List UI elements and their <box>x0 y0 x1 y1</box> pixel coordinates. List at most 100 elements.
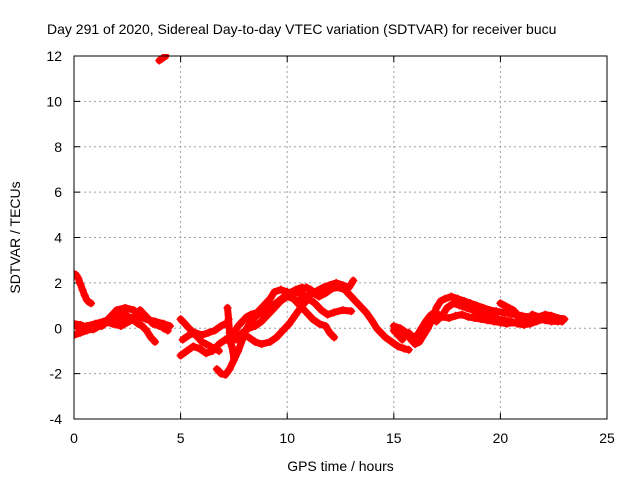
x-tick-label: 5 <box>177 430 185 446</box>
data-point <box>197 337 206 346</box>
data-point <box>338 306 347 315</box>
data-point <box>315 319 324 328</box>
data-point <box>306 290 315 299</box>
series-trace <box>294 277 357 305</box>
data-point <box>151 337 160 346</box>
data-point <box>319 283 328 292</box>
x-tick-label: 25 <box>599 430 615 446</box>
data-point <box>195 344 204 353</box>
data-point <box>285 319 294 328</box>
data-point <box>178 335 187 344</box>
data-point <box>396 324 405 333</box>
data-point <box>436 297 445 306</box>
data-point <box>176 315 185 324</box>
data-point <box>295 287 304 296</box>
data-point <box>310 299 319 308</box>
data-point <box>116 315 125 324</box>
data-point <box>202 349 211 358</box>
y-tick-label: -4 <box>50 411 63 427</box>
data-point <box>180 319 189 328</box>
data-point <box>148 319 157 328</box>
data-point <box>142 326 151 335</box>
data-point <box>513 319 522 328</box>
data-point <box>110 312 119 321</box>
data-point <box>534 312 543 321</box>
data-point <box>402 328 411 337</box>
tick-labels: 0 5 10 15 20 25 -4 -2 0 2 4 6 8 10 12 <box>46 48 615 446</box>
data-point <box>224 315 233 324</box>
data-point <box>238 317 247 326</box>
data-point <box>185 324 194 333</box>
data-point <box>423 324 432 333</box>
data-point <box>404 345 413 354</box>
data-point <box>330 308 339 317</box>
data-point <box>451 311 460 320</box>
data-point <box>208 346 217 355</box>
data-point <box>87 299 96 308</box>
data-point <box>400 344 409 353</box>
data-point <box>244 333 253 342</box>
data-point <box>494 315 503 324</box>
data-point <box>447 292 456 301</box>
chart-title: Day 291 of 2020, Sidereal Day-to-day VTE… <box>47 21 556 37</box>
data-point <box>225 337 234 346</box>
data-point <box>270 287 279 296</box>
y-tick-label: 2 <box>54 275 62 291</box>
data-point <box>313 286 322 295</box>
data-point <box>189 342 198 351</box>
data-point <box>394 342 403 351</box>
x-tick-label: 15 <box>386 430 402 446</box>
data-point <box>80 291 89 300</box>
data-point <box>500 316 509 325</box>
data-point <box>202 340 211 349</box>
data-point <box>232 335 241 344</box>
data-point <box>191 328 200 337</box>
data-point <box>498 308 507 317</box>
data-point <box>197 331 206 340</box>
data-point <box>507 317 516 326</box>
data-point <box>142 312 151 321</box>
data-point <box>300 292 309 301</box>
data-point <box>251 337 260 346</box>
data-point <box>291 310 300 319</box>
data-point <box>74 331 78 340</box>
data-point <box>266 337 275 346</box>
data-point <box>251 321 260 330</box>
data-point <box>411 340 420 349</box>
data-point <box>325 281 334 290</box>
data-point <box>82 321 91 330</box>
data-point <box>415 337 424 346</box>
data-point <box>387 337 396 346</box>
data-point <box>325 328 334 337</box>
series-trace <box>98 306 163 330</box>
data-point <box>308 315 317 324</box>
data-point <box>321 321 330 330</box>
data-point <box>238 328 247 337</box>
data-series <box>74 54 569 379</box>
y-tick-label: 0 <box>54 320 62 336</box>
y-tick-label: 8 <box>54 139 62 155</box>
data-point <box>338 281 347 290</box>
data-point <box>553 314 562 323</box>
data-point <box>464 312 473 321</box>
data-point <box>560 315 569 324</box>
data-point <box>445 314 454 323</box>
data-point <box>242 312 251 321</box>
data-point <box>519 320 528 329</box>
data-point <box>74 324 83 333</box>
data-point <box>302 283 311 292</box>
data-point <box>276 285 285 294</box>
data-point <box>293 297 302 306</box>
data-point <box>229 328 238 337</box>
data-point <box>182 346 191 355</box>
data-point <box>332 278 341 287</box>
data-point <box>185 331 194 340</box>
data-point <box>509 306 518 315</box>
data-point <box>210 326 219 335</box>
data-point <box>475 308 484 317</box>
data-point <box>547 311 556 320</box>
data-point <box>244 324 253 333</box>
data-point <box>257 317 266 326</box>
y-tick-label: -2 <box>50 366 63 382</box>
x-tick-label: 10 <box>279 430 295 446</box>
